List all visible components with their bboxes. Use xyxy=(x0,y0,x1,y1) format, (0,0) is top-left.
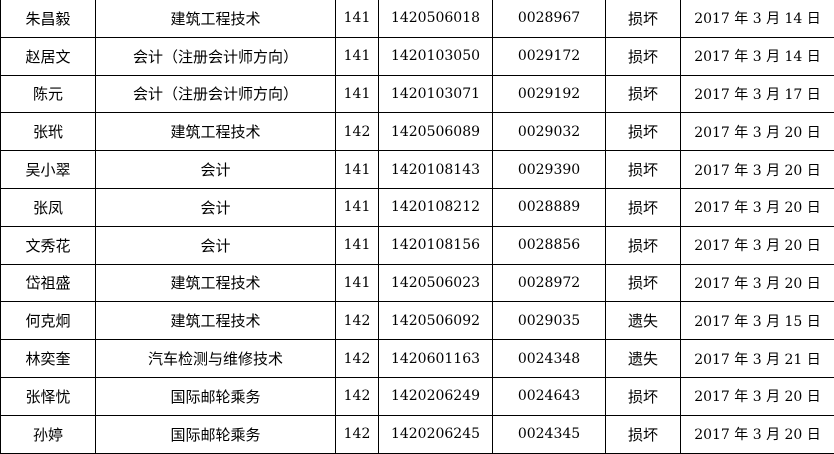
name-cell: 何克炯 xyxy=(0,301,96,341)
name-cell: 孙婷 xyxy=(0,414,96,454)
major-cell: 建筑工程技术 xyxy=(95,301,336,341)
certificate-no-cell: 0028856 xyxy=(492,225,606,265)
class-cell: 142 xyxy=(335,339,379,378)
status-cell: 损坏 xyxy=(605,112,681,152)
major-cell: 会计（注册会计师方向） xyxy=(95,36,336,76)
status-cell: 损坏 xyxy=(605,414,681,454)
name-cell: 林奕奎 xyxy=(0,339,96,378)
status-cell: 遗失 xyxy=(605,301,681,341)
major-cell: 建筑工程技术 xyxy=(95,263,336,303)
major-cell: 建筑工程技术 xyxy=(95,112,336,152)
status-cell: 损坏 xyxy=(605,263,681,303)
table-row: 张怿忧 国际邮轮乘务 142 1420206249 0024643 损坏 2017 年 3 … xyxy=(0,376,834,416)
table-row: 张凤 会计 141 1420108212 0028889 损坏 2017 年 3 月 20 … xyxy=(0,187,834,227)
table-row: 赵居文 会计（注册会计师方向） 141 1420103050 0029172 损坏 2017… xyxy=(0,36,834,76)
student-id-cell: 1420506018 xyxy=(378,0,493,38)
major-cell: 会计 xyxy=(95,187,336,227)
certificate-no-cell: 0029390 xyxy=(492,150,606,189)
table-row: 岱祖盛 建筑工程技术 141 1420506023 0028972 损坏 2017 年 3 … xyxy=(0,263,834,303)
status-cell: 损坏 xyxy=(605,187,681,227)
certificate-no-cell: 0028972 xyxy=(492,263,606,303)
student-id-cell: 1420103050 xyxy=(378,36,493,76)
class-cell: 141 xyxy=(335,74,379,114)
major-cell: 建筑工程技术 xyxy=(95,0,336,38)
class-cell: 142 xyxy=(335,376,379,416)
date-cell: 2017 年 3 月 20 日 xyxy=(680,225,834,265)
major-cell: 会计（注册会计师方向） xyxy=(95,74,336,114)
student-id-cell: 1420506023 xyxy=(378,263,493,303)
status-cell: 损坏 xyxy=(605,150,681,189)
table-row: 何克炯 建筑工程技术 142 1420506092 0029035 遗失 2017 年 3 … xyxy=(0,301,834,341)
student-id-cell: 1420103071 xyxy=(378,74,493,114)
certificate-no-cell: 0024348 xyxy=(492,339,606,378)
date-cell: 2017 年 3 月 17 日 xyxy=(680,74,834,114)
name-cell: 张玳 xyxy=(0,112,96,152)
student-id-cell: 1420108143 xyxy=(378,150,493,189)
class-cell: 142 xyxy=(335,301,379,341)
class-cell: 142 xyxy=(335,414,379,454)
class-cell: 141 xyxy=(335,225,379,265)
date-cell: 2017 年 3 月 20 日 xyxy=(680,263,834,303)
certificate-no-cell: 0029172 xyxy=(492,36,606,76)
name-cell: 文秀花 xyxy=(0,225,96,265)
table-row: 文秀花 会计 141 1420108156 0028856 损坏 2017 年 3 月 20… xyxy=(0,225,834,265)
status-cell: 遗失 xyxy=(605,339,681,378)
student-id-cell: 1420108156 xyxy=(378,225,493,265)
student-id-cell: 1420206249 xyxy=(378,376,493,416)
status-cell: 损坏 xyxy=(605,225,681,265)
certificate-no-cell: 0029035 xyxy=(492,301,606,341)
student-id-cell: 1420506092 xyxy=(378,301,493,341)
class-cell: 141 xyxy=(335,150,379,189)
table-row: 朱昌毅 建筑工程技术 141 1420506018 0028967 损坏 2017 年 3 … xyxy=(0,0,834,38)
status-cell: 损坏 xyxy=(605,376,681,416)
major-cell: 汽车检测与维修技术 xyxy=(95,339,336,378)
table-row: 吴小翠 会计 141 1420108143 0029390 损坏 2017 年 3 月 20… xyxy=(0,150,834,189)
name-cell: 陈元 xyxy=(0,74,96,114)
date-cell: 2017 年 3 月 14 日 xyxy=(680,0,834,38)
date-cell: 2017 年 3 月 20 日 xyxy=(680,150,834,189)
student-id-cell: 1420108212 xyxy=(378,187,493,227)
date-cell: 2017 年 3 月 15 日 xyxy=(680,301,834,341)
major-cell: 会计 xyxy=(95,225,336,265)
date-cell: 2017 年 3 月 14 日 xyxy=(680,36,834,76)
student-id-cell: 1420206245 xyxy=(378,414,493,454)
class-cell: 141 xyxy=(335,36,379,76)
student-id-cell: 1420506089 xyxy=(378,112,493,152)
certificate-no-cell: 0028967 xyxy=(492,0,606,38)
certificate-no-cell: 0024643 xyxy=(492,376,606,416)
date-cell: 2017 年 3 月 20 日 xyxy=(680,376,834,416)
class-cell: 142 xyxy=(335,112,379,152)
date-cell: 2017 年 3 月 21 日 xyxy=(680,339,834,378)
table-row: 林奕奎 汽车检测与维修技术 142 1420601163 0024348 遗失 2017 年… xyxy=(0,339,834,378)
name-cell: 吴小翠 xyxy=(0,150,96,189)
table-row: 孙婷 国际邮轮乘务 142 1420206245 0024345 损坏 2017 年 3 月… xyxy=(0,414,834,454)
status-cell: 损坏 xyxy=(605,36,681,76)
certificate-no-cell: 0029192 xyxy=(492,74,606,114)
table-row: 张玳 建筑工程技术 142 1420506089 0029032 损坏 2017 年 3 月… xyxy=(0,112,834,152)
certificate-no-cell: 0024345 xyxy=(492,414,606,454)
status-cell: 损坏 xyxy=(605,0,681,38)
major-cell: 国际邮轮乘务 xyxy=(95,376,336,416)
date-cell: 2017 年 3 月 20 日 xyxy=(680,112,834,152)
date-cell: 2017 年 3 月 20 日 xyxy=(680,414,834,454)
certificate-no-cell: 0028889 xyxy=(492,187,606,227)
class-cell: 141 xyxy=(335,187,379,227)
student-id-cell: 1420601163 xyxy=(378,339,493,378)
name-cell: 张凤 xyxy=(0,187,96,227)
certificate-no-cell: 0029032 xyxy=(492,112,606,152)
major-cell: 国际邮轮乘务 xyxy=(95,414,336,454)
major-cell: 会计 xyxy=(95,150,336,189)
class-cell: 141 xyxy=(335,0,379,38)
table-row: 陈元 会计（注册会计师方向） 141 1420103071 0029192 损坏 2017 … xyxy=(0,74,834,114)
status-cell: 损坏 xyxy=(605,74,681,114)
name-cell: 张怿忧 xyxy=(0,376,96,416)
class-cell: 141 xyxy=(335,263,379,303)
name-cell: 赵居文 xyxy=(0,36,96,76)
name-cell: 岱祖盛 xyxy=(0,263,96,303)
name-cell: 朱昌毅 xyxy=(0,0,96,38)
date-cell: 2017 年 3 月 20 日 xyxy=(680,187,834,227)
